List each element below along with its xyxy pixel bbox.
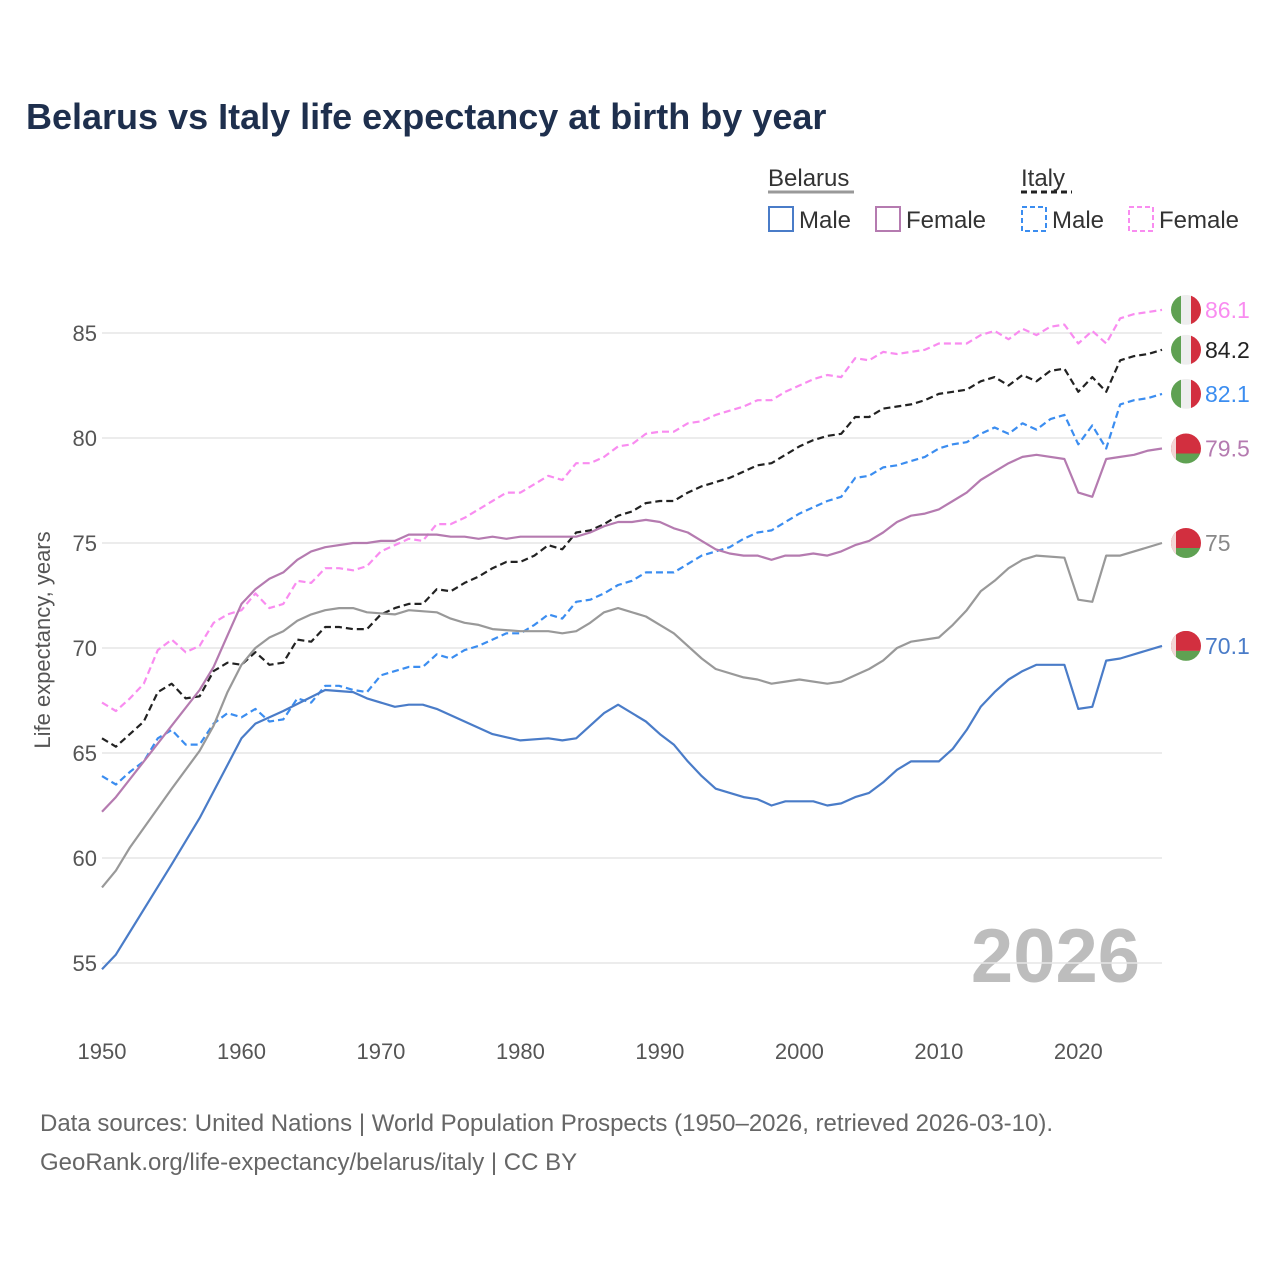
footer-sources: Data sources: United Nations | World Pop… xyxy=(40,1110,1053,1137)
legend: Belarus Male Female Italy Male Female xyxy=(768,165,1239,234)
italy-flag-icon xyxy=(1171,294,1201,325)
legend-belarus-female-label[interactable]: Female xyxy=(906,207,986,234)
y-tick-label: 55 xyxy=(73,951,97,976)
series-line-belarus-total[interactable] xyxy=(101,541,1163,889)
legend-group-italy-title: Italy xyxy=(1021,165,1065,192)
series-line-belarus-male[interactable] xyxy=(101,644,1163,971)
end-value-label-belarus-total: 75 xyxy=(1205,530,1231,556)
legend-belarus-male-label[interactable]: Male xyxy=(799,207,851,234)
legend-italy-female-label[interactable]: Female xyxy=(1159,207,1239,234)
chart-title: Belarus vs Italy life expectancy at birt… xyxy=(26,96,826,137)
x-tick-label: 1990 xyxy=(635,1039,684,1064)
y-axis-label: Life expectancy, years xyxy=(30,531,55,748)
legend-belarus-male-swatch xyxy=(768,206,794,232)
series-line-italy-female[interactable] xyxy=(101,308,1163,713)
current-year-watermark: 2026 xyxy=(971,914,1140,999)
belarus-flag-icon xyxy=(1171,630,1201,661)
x-tick-label: 1960 xyxy=(217,1039,266,1064)
end-value-label-italy-total: 84.2 xyxy=(1205,337,1250,363)
end-value-label-italy-female: 86.1 xyxy=(1205,297,1250,323)
x-tick-label: 2000 xyxy=(775,1039,824,1064)
legend-italy-male-swatch xyxy=(1021,206,1047,232)
x-tick-label: 2020 xyxy=(1054,1039,1103,1064)
italy-flag-icon xyxy=(1171,334,1201,365)
y-tick-label: 85 xyxy=(73,321,97,346)
legend-italy-female-swatch xyxy=(1128,206,1154,232)
y-tick-label: 75 xyxy=(73,531,97,556)
legend-italy-male-label[interactable]: Male xyxy=(1052,207,1104,234)
y-tick-label: 80 xyxy=(73,426,97,451)
series-line-italy-male[interactable] xyxy=(101,392,1163,786)
series-line-italy-total[interactable] xyxy=(101,348,1163,748)
legend-group-belarus-title: Belarus xyxy=(768,165,849,192)
end-value-label-italy-male: 82.1 xyxy=(1205,381,1250,407)
x-tick-label: 1970 xyxy=(356,1039,405,1064)
legend-belarus-female-swatch xyxy=(875,206,901,232)
italy-flag-icon xyxy=(1171,378,1201,409)
belarus-flag-icon xyxy=(1171,528,1201,558)
y-tick-label: 65 xyxy=(73,741,97,766)
y-tick-label: 60 xyxy=(73,846,97,871)
footer-link[interactable]: GeoRank.org/life-expectancy/belarus/ital… xyxy=(40,1149,577,1176)
end-value-label-belarus-male: 70.1 xyxy=(1205,633,1250,659)
x-tick-label: 2010 xyxy=(914,1039,963,1064)
x-tick-label: 1950 xyxy=(78,1039,127,1064)
belarus-flag-icon xyxy=(1171,433,1201,464)
y-tick-label: 70 xyxy=(73,636,97,661)
end-value-label-belarus-female: 79.5 xyxy=(1205,436,1250,462)
x-tick-label: 1980 xyxy=(496,1039,545,1064)
series-line-belarus-female[interactable] xyxy=(101,447,1163,813)
